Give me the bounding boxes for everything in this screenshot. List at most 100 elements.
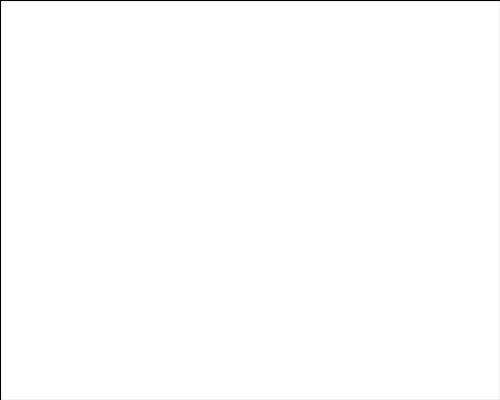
Bar <box>4 226 496 229</box>
Bar <box>4 193 496 197</box>
Bar <box>4 43 496 46</box>
Text: GRÜNE: GRÜNE <box>160 372 204 382</box>
Bar <box>4 308 496 312</box>
Bar <box>4 244 496 247</box>
Bar <box>4 186 496 190</box>
Bar <box>4 340 496 344</box>
FancyBboxPatch shape <box>440 143 450 148</box>
Bar <box>4 179 496 182</box>
Bar <box>4 344 496 347</box>
FancyBboxPatch shape <box>170 141 201 144</box>
FancyBboxPatch shape <box>444 144 474 149</box>
Bar <box>4 107 496 111</box>
Text: 4,38 %: 4,38 % <box>368 352 405 362</box>
Bar <box>4 111 496 114</box>
FancyBboxPatch shape <box>323 143 331 160</box>
FancyBboxPatch shape <box>238 64 270 144</box>
Bar <box>4 208 496 211</box>
Bar <box>4 172 496 175</box>
FancyBboxPatch shape <box>186 139 194 143</box>
Bar <box>4 236 496 240</box>
Bar <box>4 304 496 308</box>
Bar <box>4 154 496 157</box>
Bar <box>4 354 496 358</box>
FancyBboxPatch shape <box>302 143 335 160</box>
Bar <box>4 326 496 330</box>
Bar <box>4 140 496 143</box>
Text: CDU: CDU <box>32 372 58 382</box>
FancyBboxPatch shape <box>165 139 198 143</box>
Text: FDP: FDP <box>238 372 262 382</box>
Bar <box>4 39 496 43</box>
Text: -11,96 %: -11,96 % <box>22 352 68 362</box>
Bar <box>4 93 496 96</box>
FancyBboxPatch shape <box>372 64 382 143</box>
FancyBboxPatch shape <box>376 66 406 144</box>
Bar <box>4 376 496 380</box>
Bar <box>4 315 496 319</box>
Bar <box>4 372 496 376</box>
FancyBboxPatch shape <box>102 70 133 144</box>
Text: -0,29 %: -0,29 % <box>435 352 475 362</box>
Bar <box>4 137 496 149</box>
Bar <box>4 57 496 60</box>
Bar <box>4 365 496 369</box>
Bar <box>4 148 496 149</box>
Bar <box>4 150 496 154</box>
Bar <box>4 125 496 129</box>
Bar <box>4 78 496 82</box>
Bar <box>4 218 496 222</box>
FancyBboxPatch shape <box>30 143 40 358</box>
Text: 4,49 %: 4,49 % <box>232 352 268 362</box>
Bar <box>4 283 496 286</box>
Bar <box>4 96 496 100</box>
Bar <box>4 175 496 179</box>
FancyBboxPatch shape <box>370 64 404 143</box>
Text: PIRATEN: PIRATEN <box>360 372 413 382</box>
Bar <box>4 337 496 340</box>
Bar <box>4 60 496 64</box>
Bar <box>4 53 496 57</box>
Text: SPD: SPD <box>100 372 126 382</box>
Bar <box>4 161 496 164</box>
Text: Sonstige: Sonstige <box>428 372 482 382</box>
Text: Zweitstimmen Gewinne und Verluste Briefwahlbezirk 250: Zweitstimmen Gewinne und Verluste Briefw… <box>80 59 420 72</box>
Bar <box>4 254 496 258</box>
Bar <box>4 233 496 236</box>
Bar <box>4 240 496 244</box>
Bar <box>4 182 496 186</box>
Bar <box>4 380 496 383</box>
Bar <box>4 268 496 272</box>
FancyBboxPatch shape <box>303 143 314 160</box>
Bar <box>4 229 496 233</box>
Bar <box>4 347 496 351</box>
FancyBboxPatch shape <box>34 144 64 358</box>
Bar <box>4 297 496 301</box>
Text: VOTE
MANAGER: VOTE MANAGER <box>460 371 494 384</box>
Bar <box>4 50 496 53</box>
FancyBboxPatch shape <box>255 62 263 143</box>
FancyBboxPatch shape <box>392 64 400 143</box>
Bar <box>4 118 496 122</box>
Bar <box>4 157 496 161</box>
Bar <box>4 330 496 333</box>
Bar <box>4 211 496 215</box>
Bar <box>4 279 496 283</box>
Bar <box>4 36 496 39</box>
Bar <box>4 272 496 276</box>
Text: Landtagswahl 2012 - Landtagswahl 2010: Landtagswahl 2012 - Landtagswahl 2010 <box>128 37 372 50</box>
Bar <box>4 369 496 372</box>
FancyBboxPatch shape <box>118 68 126 143</box>
FancyBboxPatch shape <box>166 139 177 143</box>
Bar <box>4 351 496 354</box>
Text: DIE
LINKE: DIE LINKE <box>300 372 337 394</box>
Bar <box>4 200 496 204</box>
Bar <box>4 286 496 290</box>
Bar <box>4 290 496 294</box>
Bar <box>4 294 496 297</box>
Bar <box>4 104 496 107</box>
Bar <box>4 215 496 218</box>
Bar <box>4 301 496 304</box>
Bar <box>4 362 496 365</box>
Bar <box>4 164 496 168</box>
